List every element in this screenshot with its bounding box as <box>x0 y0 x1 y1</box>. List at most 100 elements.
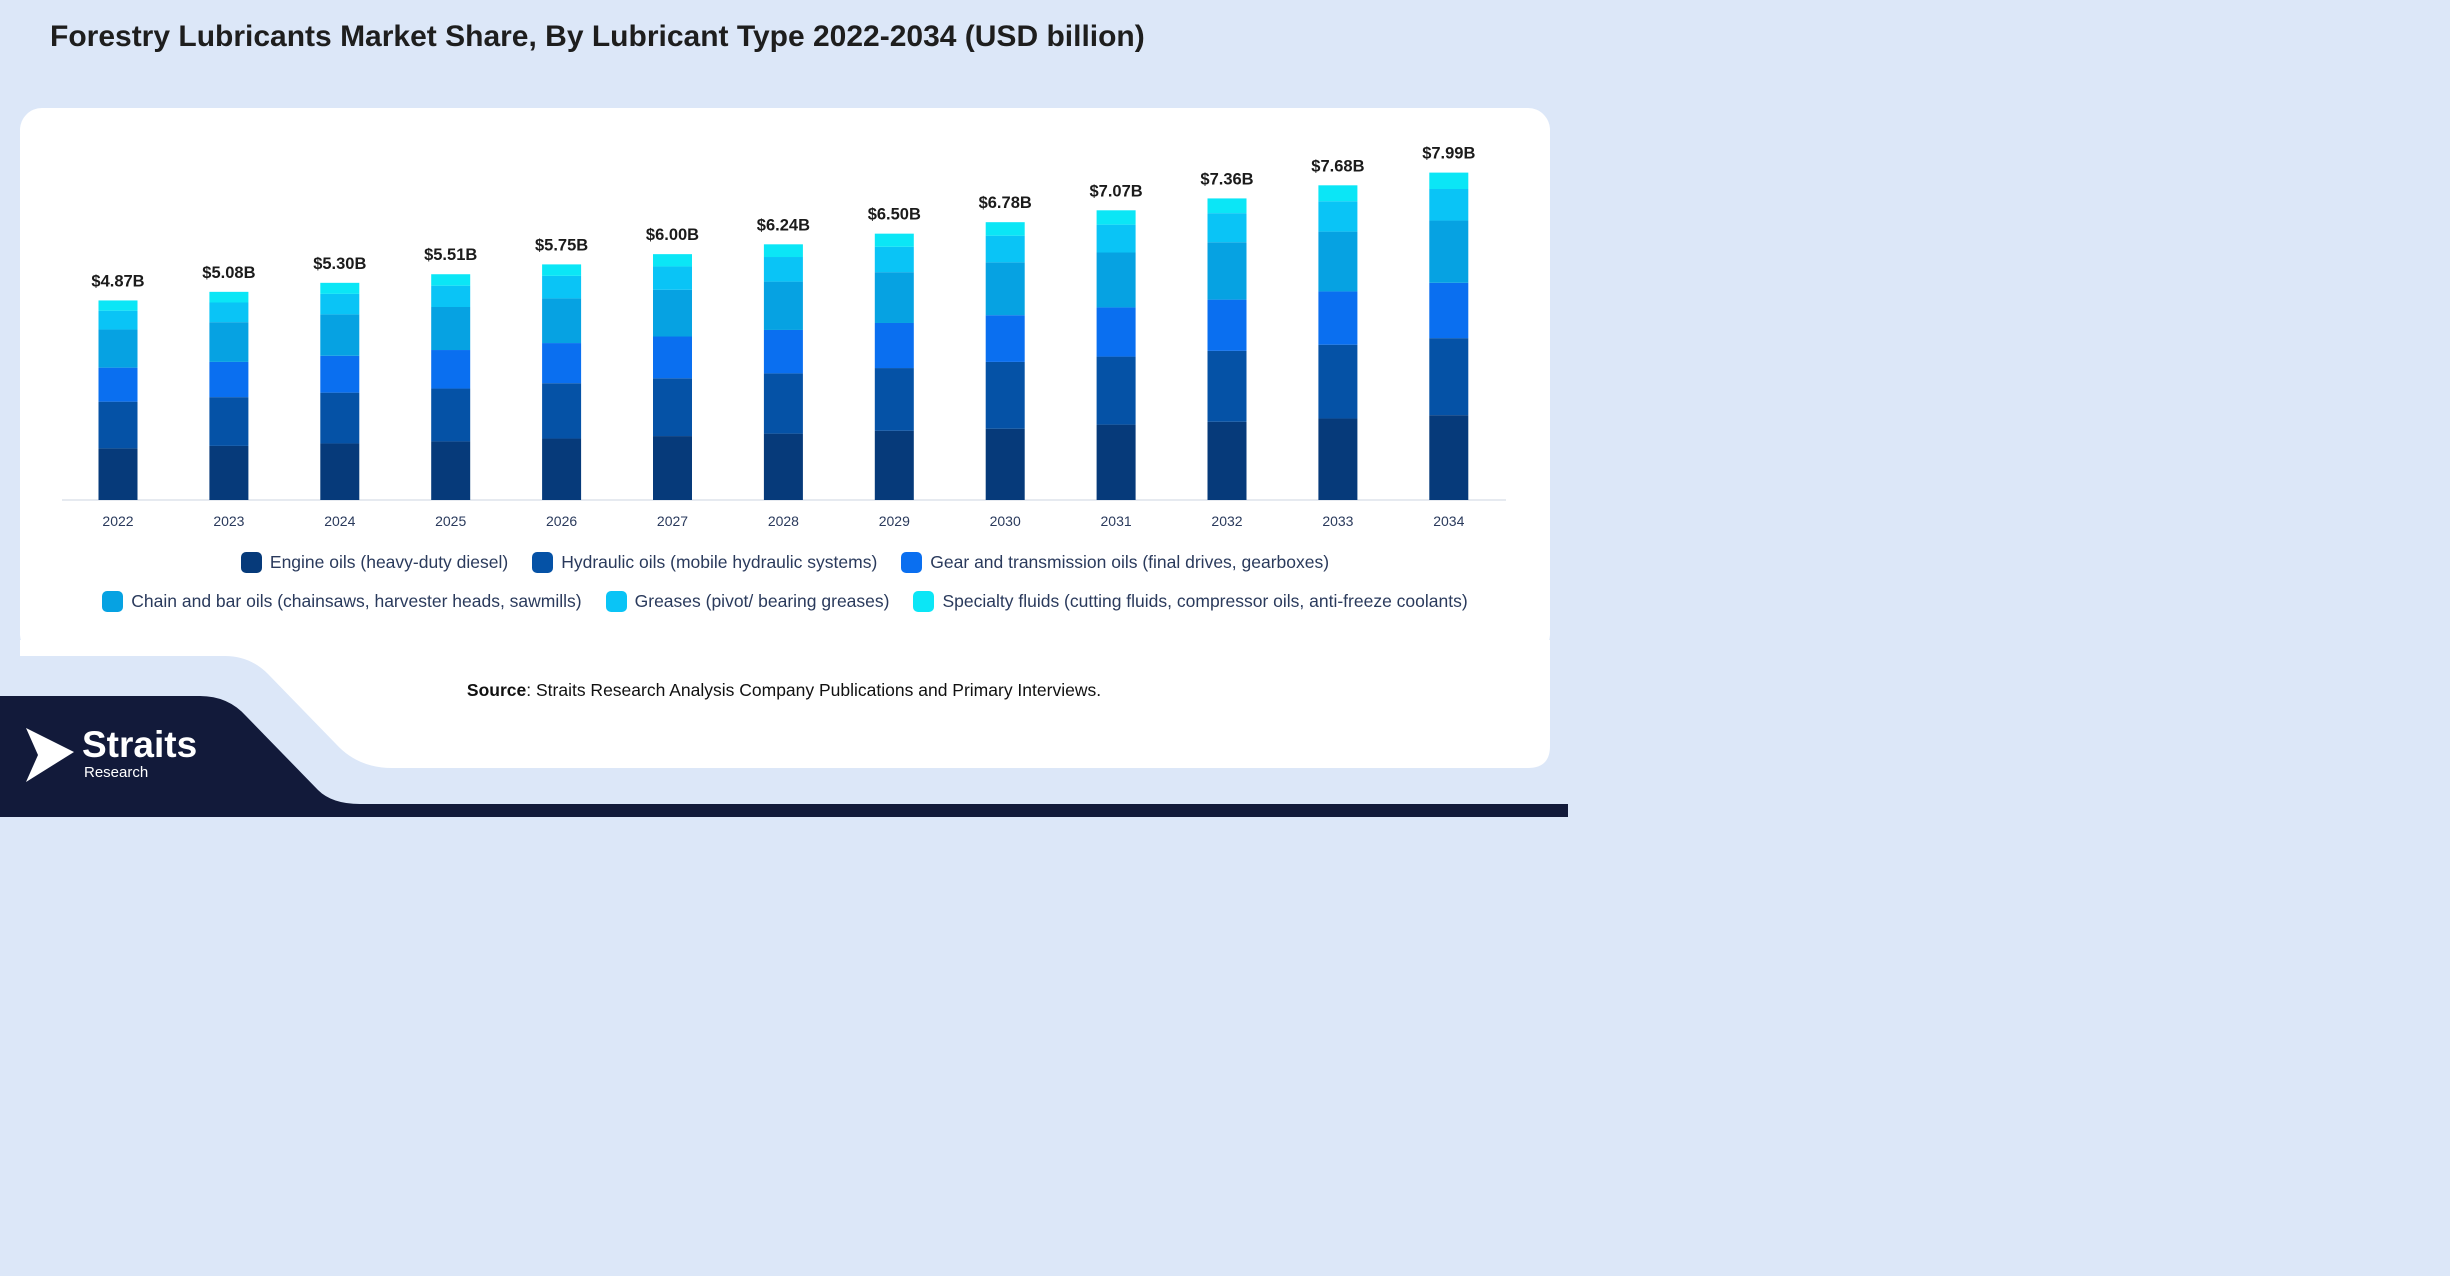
bar-segment-2032-s1[interactable] <box>1207 350 1247 422</box>
total-label-2026: $5.75B <box>535 236 588 254</box>
bar-segment-2028-s4[interactable] <box>763 257 803 282</box>
bar-segment-2026-s2[interactable] <box>542 343 582 384</box>
bar-segment-2022-s2[interactable] <box>98 367 138 402</box>
bar-segment-2031-s1[interactable] <box>1096 356 1136 425</box>
bar-segment-2029-s0[interactable] <box>874 430 914 500</box>
total-label-2032: $7.36B <box>1200 170 1253 188</box>
bar-segment-2029-s1[interactable] <box>874 368 914 431</box>
bar-segment-2030-s4[interactable] <box>985 235 1025 263</box>
legend-row-2: Chain and bar oils (chainsaws, harvester… <box>20 591 1550 612</box>
bar-segment-2024-s4[interactable] <box>320 293 360 315</box>
legend-item-hydraulic-oils[interactable]: Hydraulic oils (mobile hydraulic systems… <box>532 552 877 573</box>
bar-segment-2031-s5[interactable] <box>1096 210 1136 225</box>
bar-segment-2023-s4[interactable] <box>209 302 249 323</box>
bar-segment-2026-s0[interactable] <box>542 438 582 500</box>
bar-segment-2025-s2[interactable] <box>431 350 471 389</box>
bar-segment-2026-s5[interactable] <box>542 264 582 276</box>
bar-segment-2022-s0[interactable] <box>98 448 138 500</box>
bar-segment-2027-s5[interactable] <box>653 254 692 267</box>
total-label-2027: $6.00B <box>646 226 699 244</box>
legend-item-specialty-fluids[interactable]: Specialty fluids (cutting fluids, compre… <box>913 591 1468 612</box>
legend-label: Hydraulic oils (mobile hydraulic systems… <box>561 552 878 572</box>
bar-segment-2022-s4[interactable] <box>98 310 138 330</box>
bar-segment-2025-s4[interactable] <box>431 285 471 308</box>
total-label-2024: $5.30B <box>313 255 366 273</box>
bar-segment-2034-s5[interactable] <box>1429 172 1469 189</box>
bar-segment-2029-s2[interactable] <box>874 322 914 369</box>
bar-segment-2025-s0[interactable] <box>431 441 471 500</box>
bar-segment-2024-s3[interactable] <box>320 314 360 356</box>
legend-item-greases[interactable]: Greases (pivot/ bearing greases) <box>605 591 890 612</box>
bar-segment-2034-s2[interactable] <box>1429 282 1469 339</box>
bar-segment-2032-s4[interactable] <box>1207 213 1247 243</box>
bar-segment-2030-s1[interactable] <box>985 361 1025 429</box>
bar-segment-2027-s0[interactable] <box>653 436 692 500</box>
stacked-bar-chart: $4.87B 2022 $5.08B 2023 $5.30B 2024 $5.51B 2025… <box>62 145 1506 529</box>
bar-segment-2028-s0[interactable] <box>763 433 803 500</box>
bar-segment-2033-s1[interactable] <box>1318 344 1358 419</box>
bar-segment-2033-s2[interactable] <box>1318 291 1358 345</box>
bar-segment-2023-s1[interactable] <box>209 397 249 446</box>
legend-item-chain-bar-oils[interactable]: Chain and bar oils (chainsaws, harvester… <box>102 591 582 612</box>
bar-segment-2034-s1[interactable] <box>1429 338 1469 416</box>
bar-segment-2030-s5[interactable] <box>985 222 1025 236</box>
legend-item-gear-oils[interactable]: Gear and transmission oils (final drives… <box>901 552 1329 573</box>
bar-segment-2022-s1[interactable] <box>98 401 138 449</box>
bar-segment-2023-s2[interactable] <box>209 361 249 398</box>
bar-segment-2033-s0[interactable] <box>1318 418 1358 500</box>
bar-segment-2032-s5[interactable] <box>1207 198 1247 214</box>
bar-segment-2028-s1[interactable] <box>763 373 803 434</box>
chart-title: Forestry Lubricants Market Share, By Lub… <box>50 20 1145 53</box>
bar-segment-2031-s3[interactable] <box>1096 252 1136 308</box>
bar-segment-2033-s4[interactable] <box>1318 201 1358 232</box>
bar-segment-2022-s3[interactable] <box>98 329 138 368</box>
bar-segment-2024-s0[interactable] <box>320 443 360 500</box>
bar-segment-2023-s3[interactable] <box>209 322 249 362</box>
bar-segment-2028-s2[interactable] <box>763 329 803 374</box>
logo-wordmark: Straits <box>82 724 198 765</box>
bar-segment-2027-s1[interactable] <box>653 378 692 437</box>
total-label-2029: $6.50B <box>868 206 921 224</box>
bar-segment-2033-s3[interactable] <box>1318 231 1358 292</box>
bar-segment-2034-s0[interactable] <box>1429 415 1469 500</box>
x-tick-label-2026: 2026 <box>546 513 577 529</box>
bar-segment-2024-s2[interactable] <box>320 355 360 393</box>
bar-segment-2031-s0[interactable] <box>1096 424 1136 500</box>
bar-segment-2029-s3[interactable] <box>874 272 914 323</box>
bar-segment-2028-s3[interactable] <box>763 281 803 330</box>
bar-segment-2032-s2[interactable] <box>1207 299 1247 351</box>
bar-segment-2022-s5[interactable] <box>98 300 138 311</box>
bar-segment-2024-s1[interactable] <box>320 392 360 444</box>
bar-segment-2031-s4[interactable] <box>1096 224 1136 253</box>
bar-segment-2027-s2[interactable] <box>653 336 692 379</box>
legend-swatch <box>605 591 627 612</box>
bar-segment-2030-s0[interactable] <box>985 428 1025 500</box>
bar-segment-2023-s0[interactable] <box>209 445 249 500</box>
bar-segment-2027-s4[interactable] <box>653 266 692 290</box>
bar-segment-2030-s3[interactable] <box>985 262 1025 316</box>
bar-segment-2032-s3[interactable] <box>1207 242 1247 300</box>
bar-segment-2025-s1[interactable] <box>431 388 471 442</box>
bar-segment-2034-s3[interactable] <box>1429 220 1469 283</box>
bar-segment-2033-s5[interactable] <box>1318 185 1358 202</box>
bar-segment-2023-s5[interactable] <box>209 291 249 303</box>
bar-segment-2029-s4[interactable] <box>874 246 914 273</box>
bar-segment-2027-s3[interactable] <box>653 289 692 337</box>
bar-segment-2026-s4[interactable] <box>542 275 582 299</box>
bar-segment-2029-s5[interactable] <box>874 233 914 247</box>
bar-segment-2031-s2[interactable] <box>1096 307 1136 357</box>
bar-segment-2025-s5[interactable] <box>431 274 471 286</box>
bar-segment-2024-s5[interactable] <box>320 282 360 294</box>
bar-segment-2034-s4[interactable] <box>1429 188 1469 221</box>
x-tick-label-2027: 2027 <box>657 513 688 529</box>
legend-item-engine-oils[interactable]: Engine oils (heavy-duty diesel) <box>240 552 508 573</box>
bar-segment-2025-s3[interactable] <box>431 307 471 351</box>
bar-segment-2026-s3[interactable] <box>542 298 582 344</box>
bar-segment-2028-s5[interactable] <box>763 244 803 258</box>
bar-segment-2032-s0[interactable] <box>1207 421 1247 500</box>
x-tick-label-2024: 2024 <box>324 513 355 529</box>
bar-segment-2030-s2[interactable] <box>985 315 1025 362</box>
bar-segment-2026-s1[interactable] <box>542 383 582 439</box>
legend-label: Greases (pivot/ bearing greases) <box>634 591 890 611</box>
x-tick-label-2025: 2025 <box>435 513 466 529</box>
